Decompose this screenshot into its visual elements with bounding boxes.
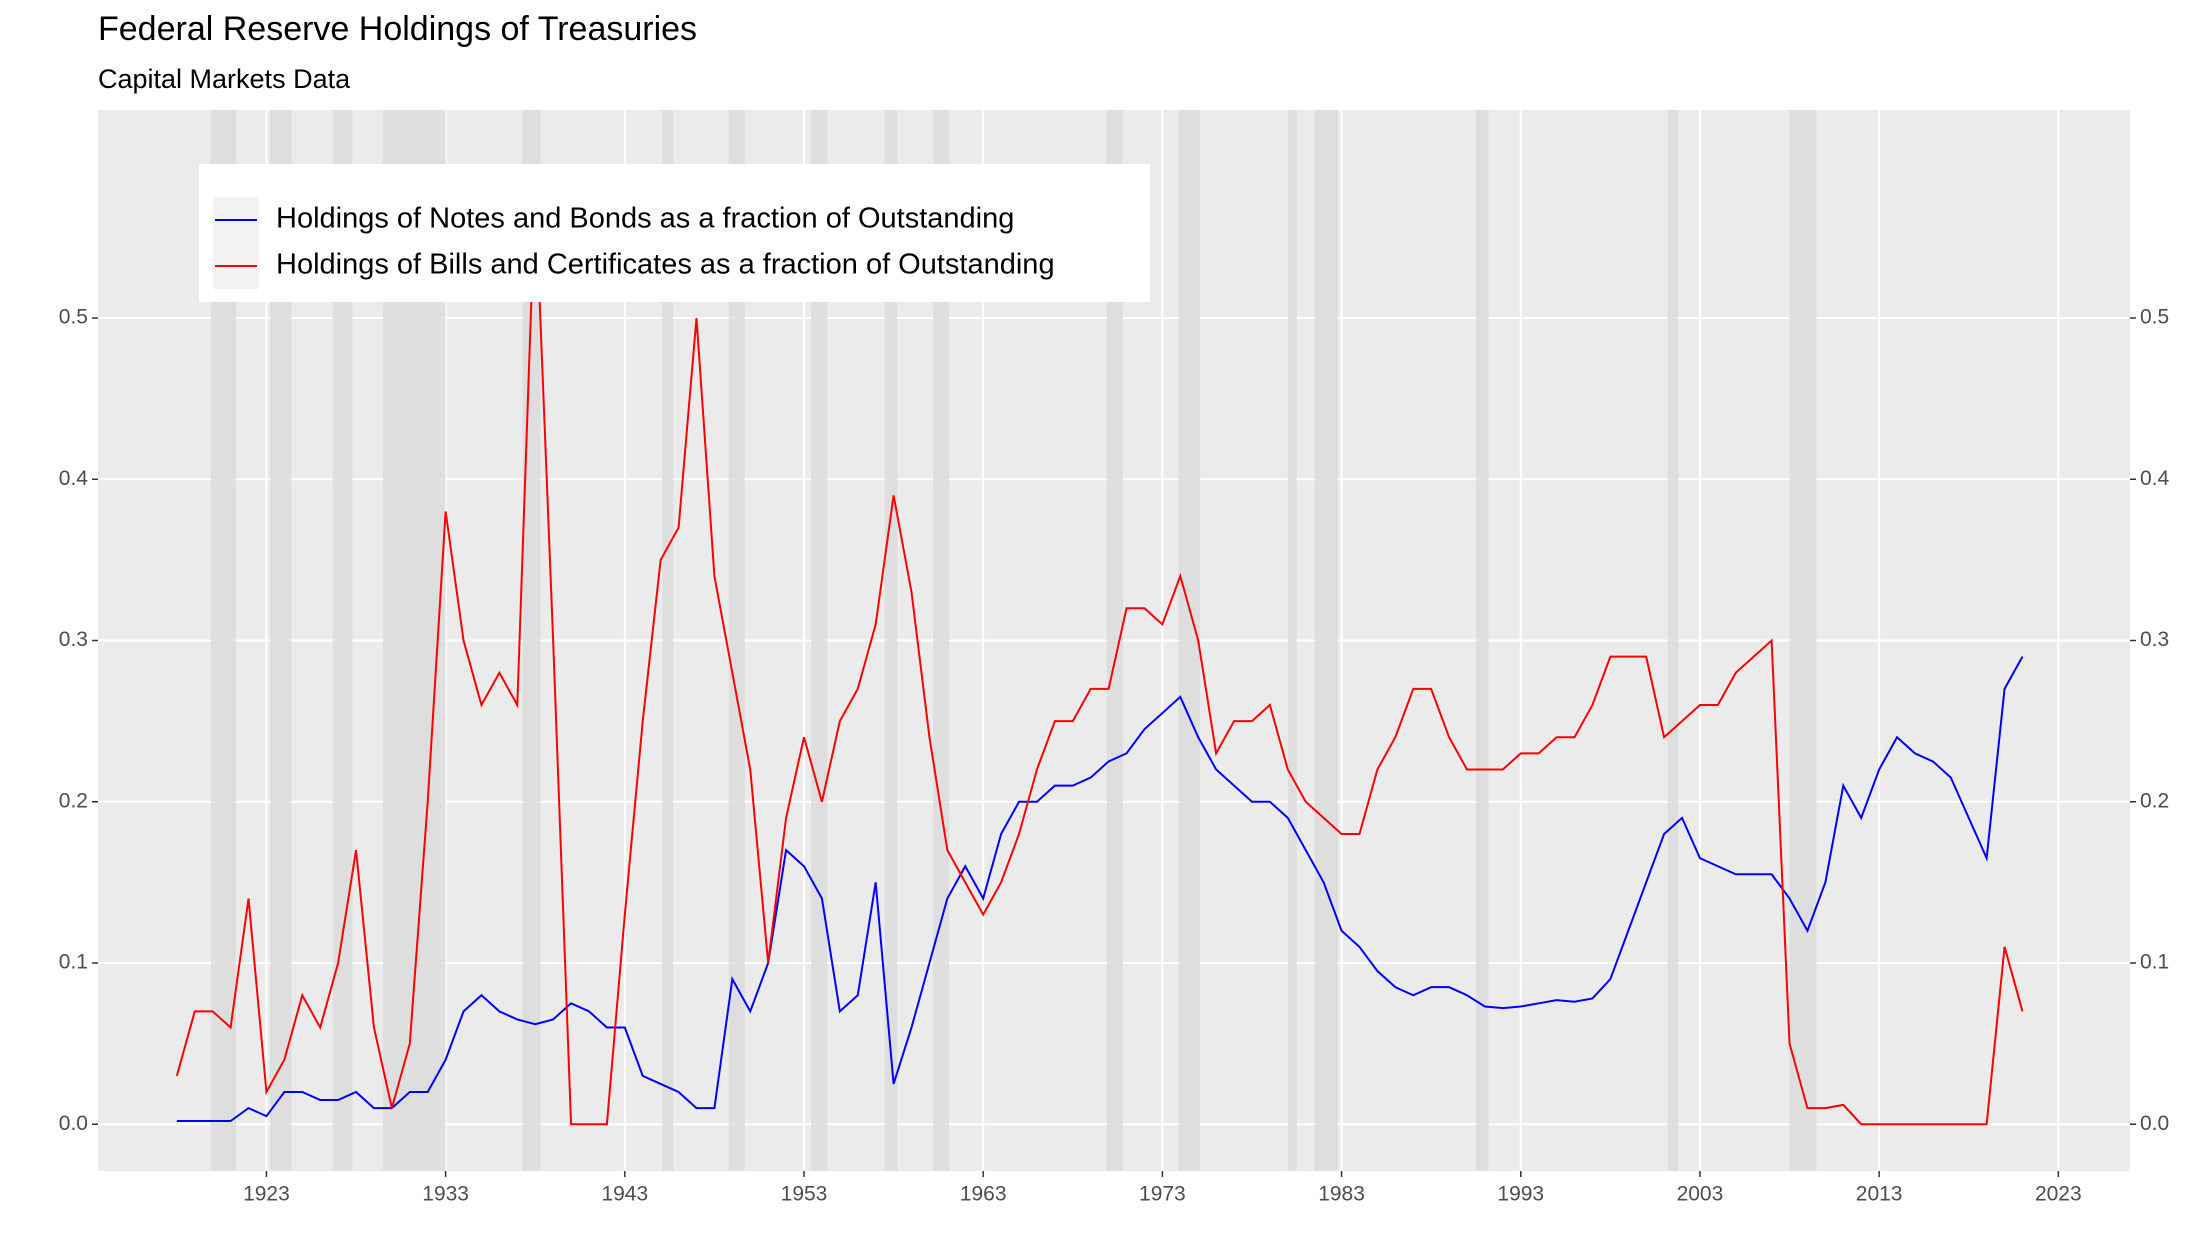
series-line [175, 188, 2024, 1126]
shaded-period [728, 110, 745, 1171]
y2-tick-label: 0.1 [2140, 951, 2169, 974]
shaded-period [522, 110, 541, 1171]
x-tick-label: 2003 [1677, 1183, 1724, 1206]
y-tick-label: 0.0 [59, 1112, 88, 1135]
y2-tick-label: 0.0 [2140, 1112, 2169, 1135]
y2-tick-label: 0.2 [2140, 789, 2169, 812]
shaded-period [1314, 110, 1338, 1171]
x-tick-label: 2013 [1856, 1183, 1903, 1206]
y2-tick-label: 0.5 [2140, 306, 2169, 329]
shaded-period [1475, 110, 1489, 1171]
x-tick-label: 1983 [1318, 1183, 1365, 1206]
legend-label: Holdings of Bills and Certificates as a … [276, 249, 1055, 281]
shaded-period [270, 110, 292, 1171]
shaded-period [1178, 110, 1201, 1171]
x-tick-label: 1973 [1139, 1183, 1186, 1206]
y-tick-label: 0.5 [59, 306, 88, 329]
y2-tick-label: 0.3 [2140, 628, 2169, 651]
legend-box [199, 164, 1150, 302]
chart-subtitle: Capital Markets Data [98, 64, 351, 94]
series-line [176, 656, 2024, 1123]
y-tick-label: 0.1 [59, 951, 88, 974]
chart-title: Federal Reserve Holdings of Treasuries [98, 10, 697, 48]
shaded-period [1106, 110, 1123, 1171]
shaded-period [1667, 110, 1679, 1171]
y-tick-label: 0.2 [59, 789, 88, 812]
x-tick-label: 1953 [781, 1183, 828, 1206]
x-tick-label: 2023 [2035, 1183, 2082, 1206]
shaded-period [1287, 110, 1297, 1171]
shaded-period [884, 110, 898, 1171]
shaded-period [1789, 110, 1817, 1171]
x-tick-label: 1923 [243, 1183, 290, 1206]
legend-label: Holdings of Notes and Bonds as a fractio… [276, 203, 1014, 235]
y-tick-label: 0.4 [59, 467, 89, 490]
y2-tick-label: 0.4 [2140, 467, 2170, 490]
x-tick-label: 1933 [422, 1183, 469, 1206]
x-tick-label: 1993 [1497, 1183, 1544, 1206]
x-tick-label: 1943 [601, 1183, 648, 1206]
y-tick-label: 0.3 [59, 628, 88, 651]
shaded-period [662, 110, 674, 1171]
x-tick-label: 1963 [960, 1183, 1007, 1206]
